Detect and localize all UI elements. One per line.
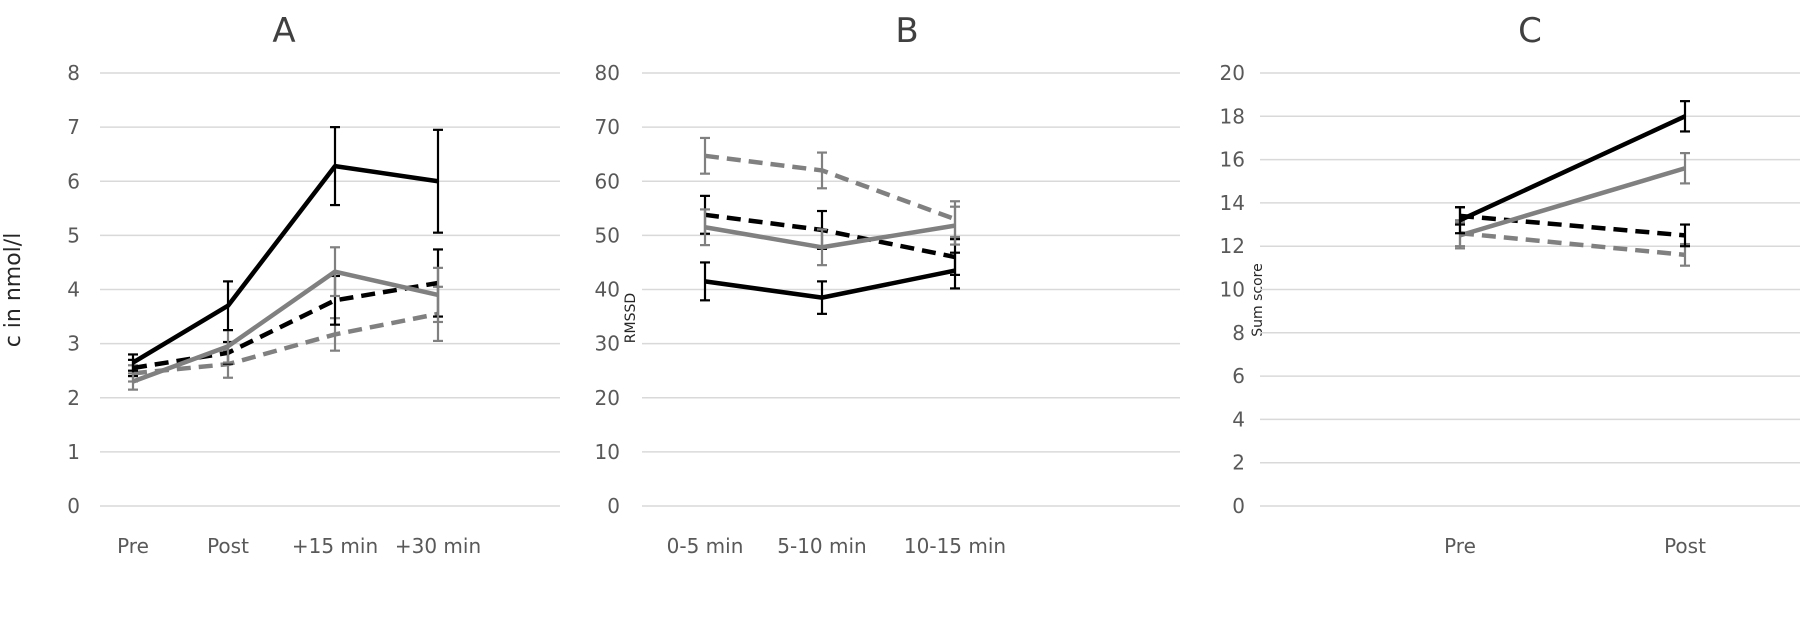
panel-b-error-bar — [817, 280, 827, 315]
panel-c-y-tick-label: 18 — [1220, 104, 1245, 128]
panel-b-y-tick-label: 40 — [595, 278, 620, 302]
panel-c-x-tick-label: Pre — [1444, 534, 1476, 558]
panel-a-x-tick-label: Pre — [117, 534, 149, 558]
panel-b-y-tick-label: 0 — [607, 494, 620, 518]
panel-a-error-bar — [330, 126, 340, 207]
panel-c-title: C — [1518, 11, 1542, 51]
panel-c-y-tick-label: 4 — [1232, 407, 1245, 431]
panel-c-error-bar — [1455, 206, 1465, 235]
panel-c-line-solid-gray — [1459, 166, 1686, 238]
panel-a-error-bar — [128, 372, 138, 391]
panel-b-error-bar — [700, 261, 710, 302]
panel-b-y-tick-label: 80 — [595, 61, 620, 85]
panel-b-series-dashed-gray — [700, 136, 960, 239]
panel-a-y-tick-label: 1 — [67, 440, 80, 464]
panel-b-error-bar — [817, 228, 827, 267]
panel-a-y-tick-label: 0 — [67, 494, 80, 518]
panel-c-y-tick-label: 2 — [1232, 451, 1245, 475]
panel-a-title: A — [272, 11, 295, 51]
panel-a-line-solid-gray — [132, 269, 439, 384]
panel-b-error-bar — [700, 208, 710, 247]
panel-a-error-bar — [128, 353, 138, 372]
panel-c-y-tick-label: 12 — [1220, 234, 1245, 258]
panel-b-series-solid-black — [700, 251, 960, 315]
panel-b-y-tick-label: 20 — [595, 386, 620, 410]
panel-a-y-tick-label: 3 — [67, 332, 80, 356]
panel-b-y-tick-label: 30 — [595, 332, 620, 356]
panel-a: A c in nmol/l 0 1 2 3 4 5 6 7 8 Pre Post +15 min +30… — [1, 11, 560, 558]
panel-a-error-bar — [330, 246, 340, 298]
panel-c-series-solid-gray — [1455, 152, 1690, 250]
panel-b-x-tick-label: 0-5 min — [667, 534, 744, 558]
panel-c-x-tick-label: Post — [1664, 534, 1706, 558]
panel-a-line-solid-black — [131, 163, 439, 365]
panel-b-x-tick-label: 10-15 min — [904, 534, 1006, 558]
panel-a-error-bar — [433, 266, 443, 324]
panel-a-line-dashed-black — [132, 280, 439, 371]
panel-a-y-tick-label: 2 — [67, 386, 80, 410]
panel-c-y-tick-label: 16 — [1220, 148, 1245, 172]
panel-c-y-tick-label: 8 — [1232, 321, 1245, 345]
panel-c-y-tick-label: 14 — [1220, 191, 1245, 215]
panel-c-series-solid-black — [1455, 100, 1690, 235]
panel-c-line-solid-black — [1459, 114, 1686, 223]
panel-a-series-dashed-black — [128, 248, 443, 378]
panel-a-x-tick-label: +30 min — [395, 534, 481, 558]
panel-b: B RMSSD 0 10 20 30 40 50 60 70 80 0-5 min 5-10 min… — [595, 11, 1180, 558]
panel-c-y-tick-label: 0 — [1232, 494, 1245, 518]
panel-a-series-solid-gray — [128, 246, 443, 391]
panel-c-y-tick-label: 6 — [1232, 364, 1245, 388]
panel-a-error-bar — [223, 280, 233, 332]
panel-a-y-axis-label: c in nmol/l — [1, 233, 26, 348]
panel-c-line-dashed-gray — [1459, 230, 1686, 258]
panel-a-y-tick-label: 4 — [67, 278, 80, 302]
panel-a-x-tick-label: Post — [207, 534, 249, 558]
panel-a-series-solid-black — [128, 126, 443, 372]
panel-c-y-tick-label: 10 — [1220, 278, 1245, 302]
panel-c: C Sum score 0 2 4 6 8 10 12 14 16 18 20 Pre Post — [1220, 11, 1800, 558]
panel-b-line-dashed-gray — [704, 153, 956, 222]
panel-a-error-bar — [433, 128, 443, 234]
panel-b-y-axis-label: RMSSD — [623, 293, 639, 343]
panel-b-error-bar — [950, 205, 960, 246]
panel-c-y-axis-label: Sum score — [1250, 263, 1266, 336]
panel-b-series-solid-gray — [700, 205, 960, 267]
panel-b-error-bar — [817, 151, 827, 190]
panel-a-y-tick-label: 5 — [67, 223, 80, 247]
panel-a-line-dashed-gray — [132, 311, 439, 376]
panel-b-line-solid-black — [704, 268, 956, 300]
panel-c-line-dashed-black — [1459, 213, 1686, 238]
panel-b-x-tick-label: 5-10 min — [777, 534, 866, 558]
panel-c-y-tick-label: 20 — [1220, 61, 1245, 85]
panel-b-y-tick-label: 50 — [595, 223, 620, 247]
panel-a-y-tick-label: 7 — [67, 115, 80, 139]
panel-b-line-solid-gray — [704, 223, 956, 250]
panel-b-y-tick-label: 60 — [595, 169, 620, 193]
panel-b-error-bar — [950, 251, 960, 290]
panel-a-y-tick-label: 6 — [67, 169, 80, 193]
panel-b-title: B — [895, 11, 918, 51]
panel-a-y-tick-label: 8 — [67, 61, 80, 85]
panel-c-error-bar — [1680, 223, 1690, 248]
panel-a-x-tick-label: +15 min — [292, 534, 378, 558]
panel-b-y-tick-label: 10 — [595, 440, 620, 464]
panel-b-error-bar — [700, 136, 710, 175]
panel-c-error-bar — [1680, 152, 1690, 185]
panel-c-error-bar — [1680, 100, 1690, 133]
panel-b-y-tick-label: 70 — [595, 115, 620, 139]
